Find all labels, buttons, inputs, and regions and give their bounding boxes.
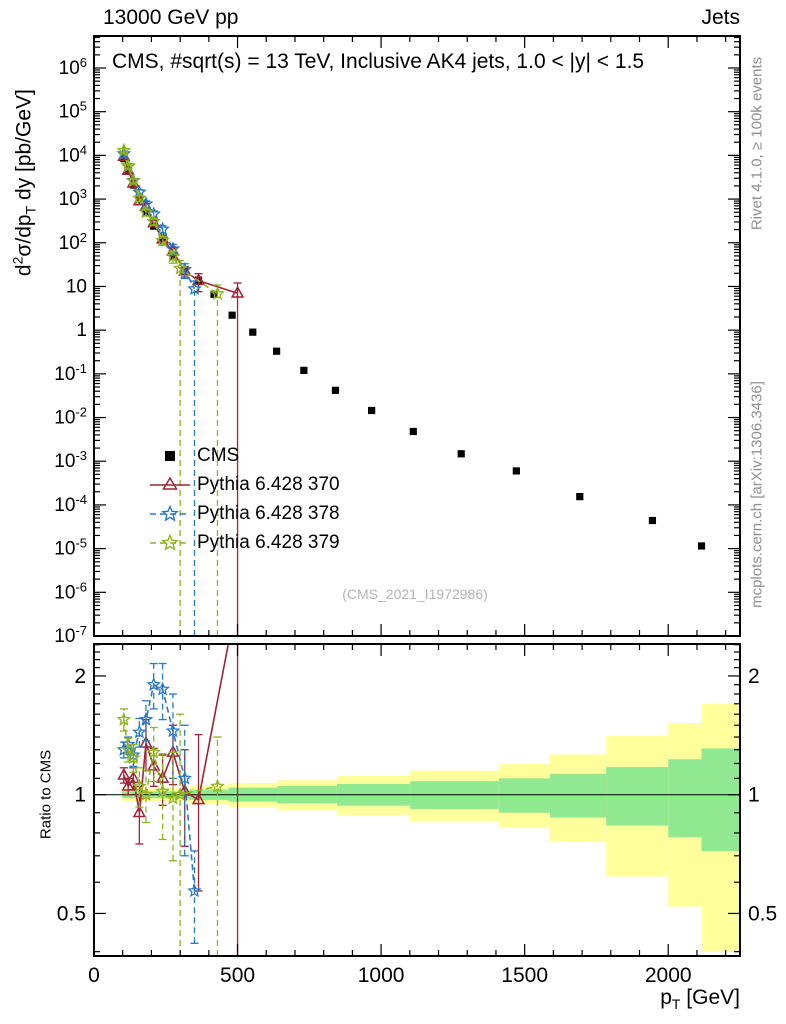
cms-square-marker-icon xyxy=(165,450,175,461)
svg-text:2: 2 xyxy=(748,665,760,688)
legend-label-pythia-379: Pythia 6.428 379 xyxy=(197,531,340,553)
analysis-group-label: Jets xyxy=(701,6,740,29)
ylabel-part: σ/dp xyxy=(12,214,36,257)
legend-item-pythia-378: Pythia 6.428 378 xyxy=(147,499,340,528)
x-axis-label: pT [GeV] xyxy=(0,986,740,1012)
analysis-id-watermark: (CMS_2021_I1972986) xyxy=(342,586,488,602)
ratio-y-axis-label: Ratio to CMS xyxy=(37,749,55,840)
svg-text:104: 104 xyxy=(59,142,87,166)
svg-text:105: 105 xyxy=(59,99,87,123)
svg-text:10-5: 10-5 xyxy=(54,536,87,560)
legend-item-cms: CMS xyxy=(147,441,340,470)
svg-text:0.5: 0.5 xyxy=(57,902,86,925)
svg-text:1: 1 xyxy=(76,320,87,341)
ylabel-part: dy [pb/GeV] xyxy=(12,89,36,206)
triangle-marker-icon xyxy=(150,476,190,490)
main-y-axis-label: d2σ/dpT dy [pb/GeV] xyxy=(9,23,38,343)
svg-text:10-4: 10-4 xyxy=(54,492,87,516)
svg-text:2: 2 xyxy=(74,665,86,688)
svg-text:1: 1 xyxy=(748,784,760,807)
ylabel-exponent: 2 xyxy=(9,256,26,265)
svg-text:10-6: 10-6 xyxy=(54,579,87,603)
svg-text:10-1: 10-1 xyxy=(54,361,87,385)
svg-text:0: 0 xyxy=(88,964,100,987)
xlabel-part: p xyxy=(660,986,672,1009)
ylabel-subscript: T xyxy=(22,205,39,215)
star-marker-icon xyxy=(150,533,190,551)
svg-text:1000: 1000 xyxy=(358,964,405,987)
svg-text:0.5: 0.5 xyxy=(748,902,777,925)
svg-text:10-7: 10-7 xyxy=(54,623,87,647)
svg-text:106: 106 xyxy=(59,55,87,79)
svg-text:102: 102 xyxy=(59,230,87,254)
svg-text:10: 10 xyxy=(66,276,87,297)
plot-title: CMS, #sqrt(s) = 13 TeV, Inclusive AK4 je… xyxy=(112,50,645,73)
xlabel-subscript: T xyxy=(671,996,681,1013)
legend-label-pythia-370: Pythia 6.428 370 xyxy=(197,473,340,495)
legend-item-pythia-379: Pythia 6.428 379 xyxy=(147,528,340,557)
legend-item-pythia-370: Pythia 6.428 370 xyxy=(147,470,340,499)
legend-label-cms: CMS xyxy=(197,444,240,466)
beam-energy-label: 13000 GeV pp xyxy=(103,6,239,29)
svg-text:1500: 1500 xyxy=(501,964,548,987)
svg-text:10-2: 10-2 xyxy=(54,405,87,429)
legend: CMS Pythia 6.428 370 Pythia 6.428 378 Py… xyxy=(147,441,340,557)
rivet-version-label: Rivet 4.1.0, ≥ 100k events xyxy=(748,56,766,231)
svg-text:500: 500 xyxy=(220,964,255,987)
svg-text:103: 103 xyxy=(59,186,87,210)
mcplots-attribution-label: mcplots.cern.ch [arXiv:1306.3436] xyxy=(748,381,766,608)
legend-label-pythia-378: Pythia 6.428 378 xyxy=(197,502,340,524)
svg-text:1: 1 xyxy=(74,784,86,807)
ylabel-part: d xyxy=(12,264,36,277)
star-marker-icon xyxy=(150,504,190,522)
xlabel-part: [GeV] xyxy=(680,986,740,1009)
svg-text:10-3: 10-3 xyxy=(54,448,87,472)
svg-text:2000: 2000 xyxy=(645,964,692,987)
